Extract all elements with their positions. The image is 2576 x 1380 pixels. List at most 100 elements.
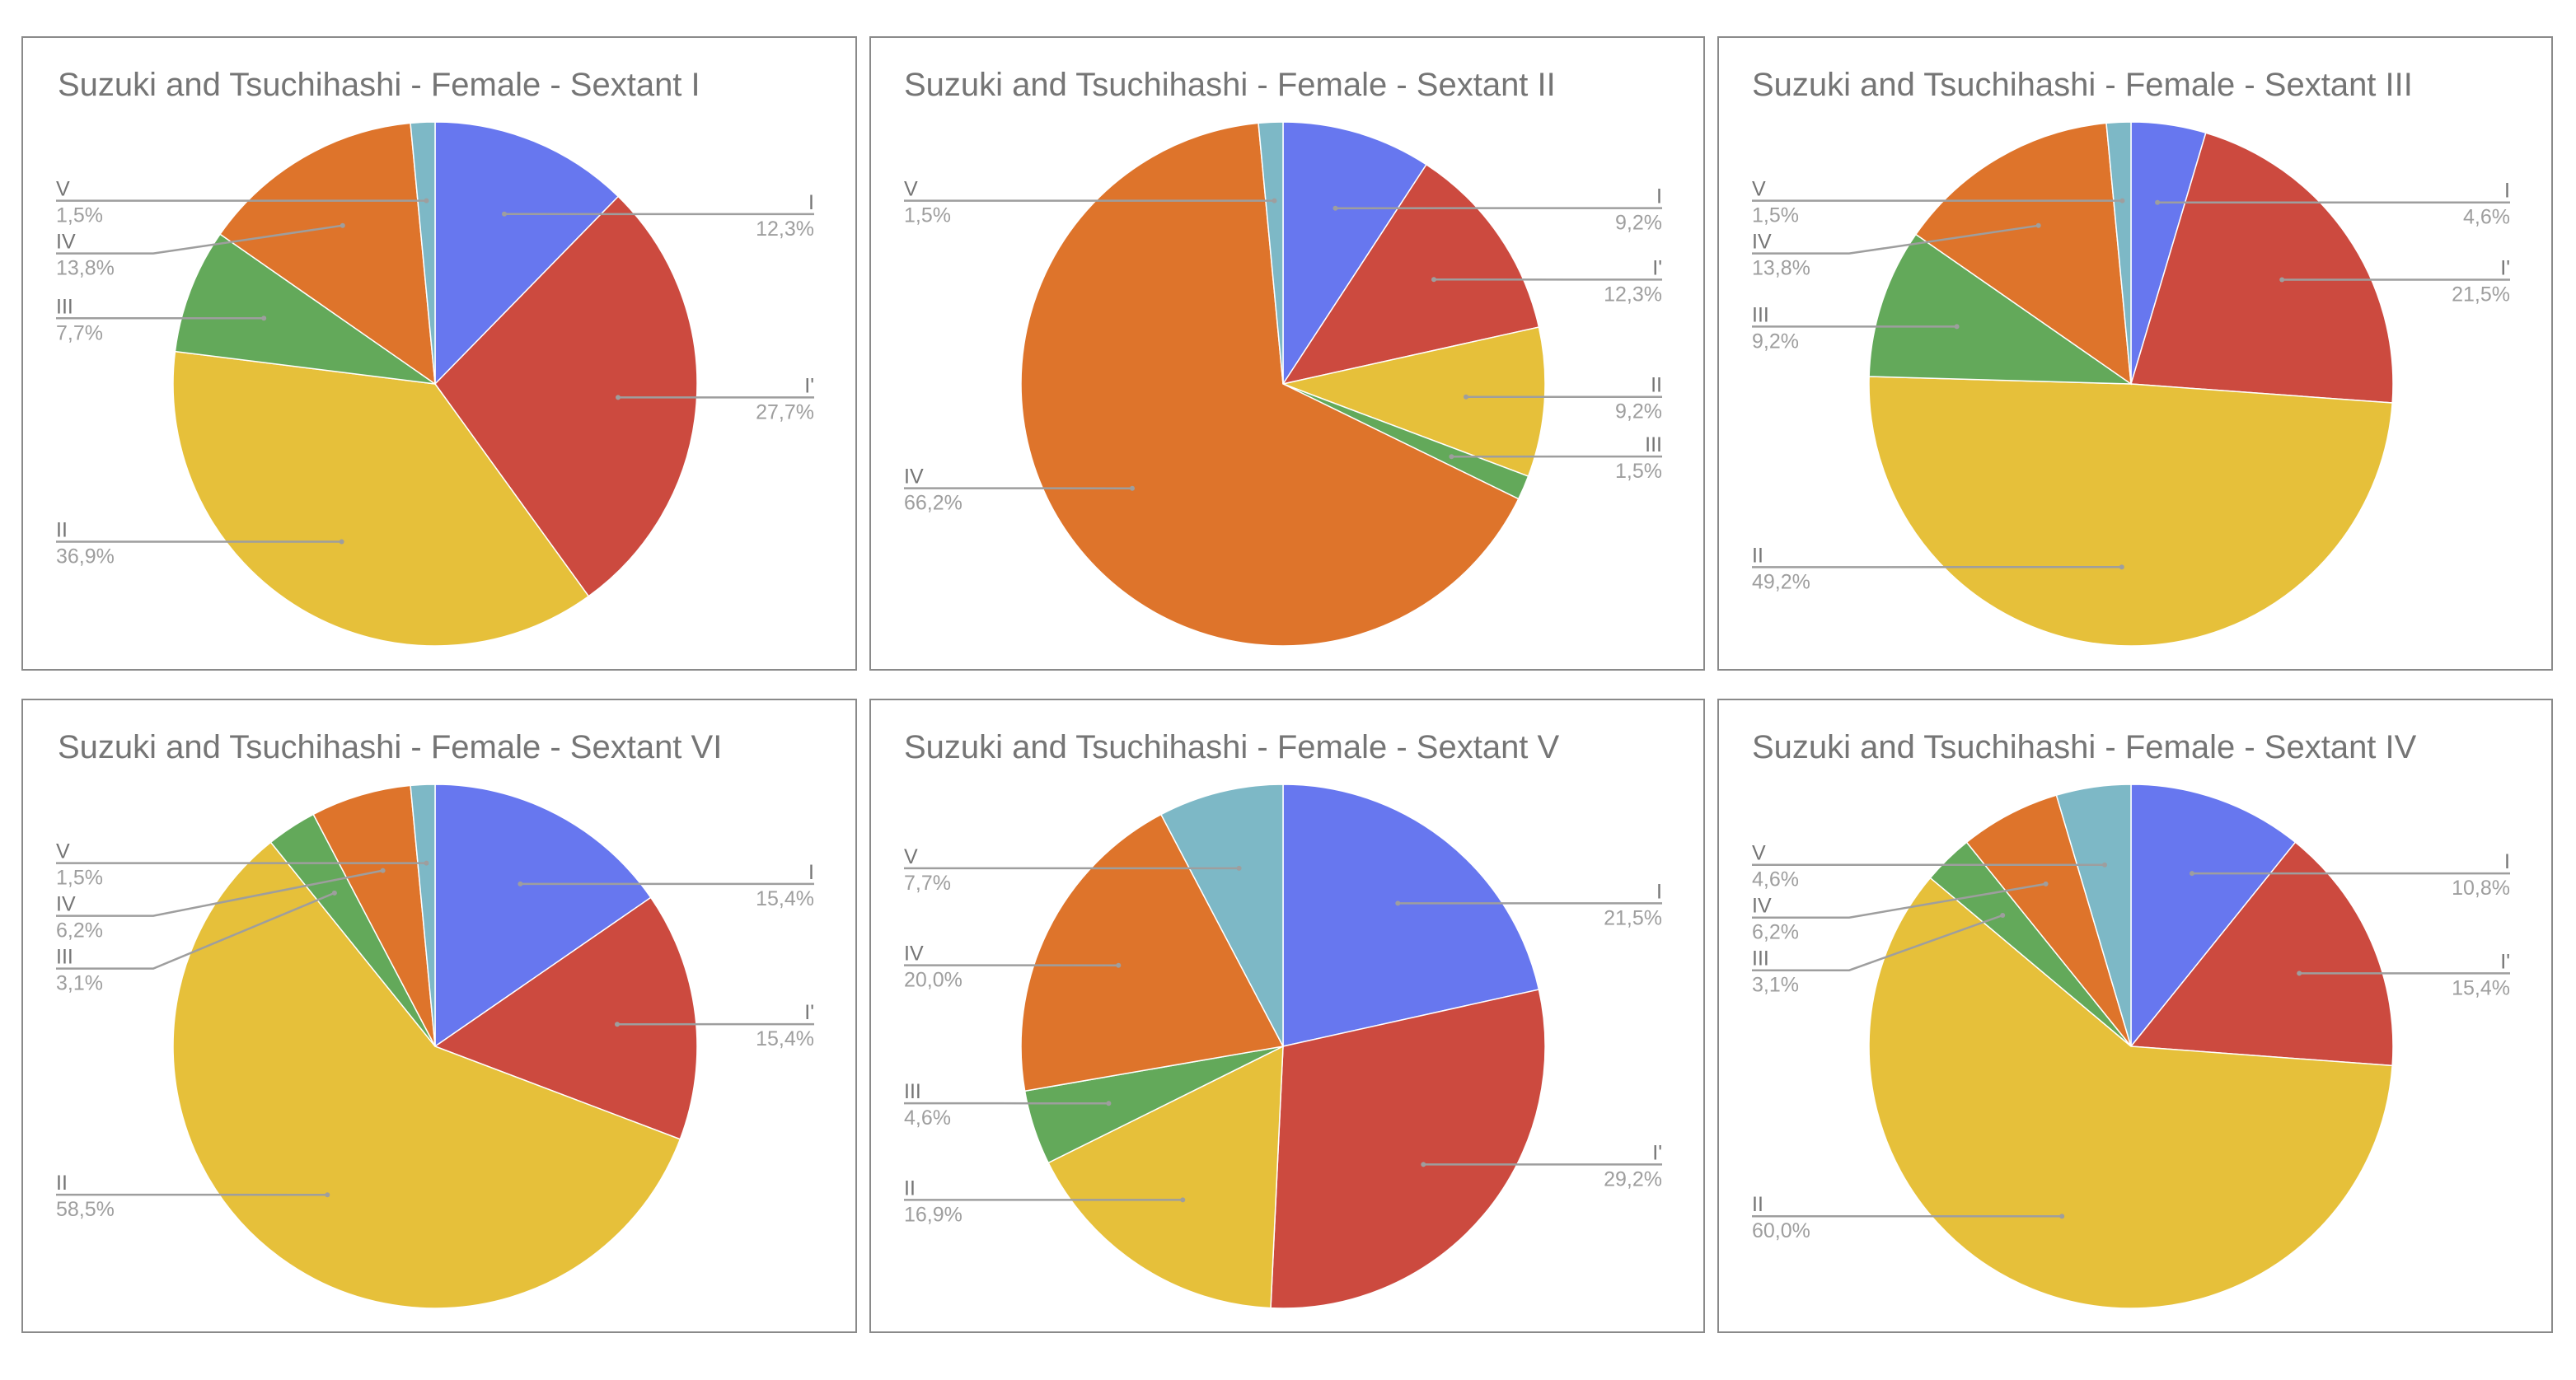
pie-slice-ii[interactable] — [172, 841, 681, 1309]
pie-slice-i-prime[interactable] — [2129, 841, 2394, 1067]
pie-chart-panel: Suzuki and Tsuchihashi - Female - Sextan… — [1717, 699, 2553, 1333]
slice-percent-label: 36,9% — [56, 545, 115, 568]
slice-category-label: II — [1752, 544, 1763, 567]
slice-percent-label: 6,2% — [1752, 921, 1799, 944]
pie-slice-iv[interactable] — [1914, 122, 2132, 386]
slice-percent-label: 15,4% — [756, 1027, 814, 1050]
slice-category-label: I' — [1652, 1141, 1662, 1164]
slice-category-label: I' — [2500, 950, 2510, 973]
leader-dot — [2043, 881, 2049, 886]
pie-slice-v[interactable] — [410, 784, 436, 1047]
pie-slice-v[interactable] — [1159, 784, 1284, 1047]
slice-category-label: I — [808, 861, 814, 884]
pie-slice-ii[interactable] — [1281, 326, 1546, 478]
pie-slice-iv[interactable] — [1020, 122, 1520, 647]
slice-percent-label: 1,5% — [1615, 460, 1662, 483]
leader-dot — [1130, 485, 1135, 491]
leader-dot — [2059, 1214, 2065, 1219]
pie-slice-i[interactable] — [1282, 784, 1540, 1047]
slice-category-label: I — [1656, 880, 1662, 903]
leader-line — [1752, 224, 2039, 255]
pie-slice-ii[interactable] — [1868, 877, 2393, 1309]
slice-category-label: III — [56, 295, 73, 318]
slice-category-label: V — [1752, 178, 1766, 201]
slice-category-label: II — [56, 519, 68, 542]
chart-title: Suzuki and Tsuchihashi - Female - Sextan… — [58, 67, 700, 103]
slice-percent-label: 3,1% — [1752, 974, 1799, 997]
pie-slice-iii[interactable] — [174, 233, 436, 385]
leader-dot — [2000, 913, 2006, 918]
slice-category-label: V — [56, 840, 70, 863]
leader-dot — [2035, 222, 2041, 228]
slice-percent-label: 15,4% — [2452, 976, 2510, 999]
pie-chart: Suzuki and Tsuchihashi - Female - Sextan… — [1752, 67, 2510, 647]
pie-slice-ii[interactable] — [1047, 1045, 1284, 1309]
pie-slice-ii[interactable] — [1868, 376, 2393, 647]
leader-dot — [1449, 454, 1454, 460]
leader-dot — [2297, 971, 2302, 976]
chart-title: Suzuki and Tsuchihashi - Female - Sextan… — [1752, 67, 2413, 103]
slice-percent-label: 7,7% — [904, 872, 951, 895]
slice-percent-label: 4,6% — [904, 1106, 951, 1130]
pie-slice-iv[interactable] — [312, 784, 436, 1047]
leader-dot — [1421, 1162, 1426, 1167]
slice-percent-label: 4,6% — [1752, 868, 1799, 891]
pie-chart-panel: Suzuki and Tsuchihashi - Female - Sextan… — [1717, 36, 2553, 671]
slice-percent-label: 1,5% — [1752, 204, 1799, 227]
slice-percent-label: 1,5% — [56, 204, 103, 227]
slice-percent-label: 15,4% — [756, 887, 814, 910]
slice-percent-label: 9,2% — [1615, 400, 1662, 423]
leader-line — [56, 869, 383, 917]
slice-percent-label: 12,3% — [756, 218, 814, 241]
pie-slice-iv[interactable] — [219, 122, 436, 386]
slice-category-label: I' — [804, 1001, 814, 1024]
leader-line — [1752, 882, 2046, 919]
pie-slice-v[interactable] — [2105, 121, 2132, 385]
leader-dot — [2119, 564, 2124, 570]
leader-dot — [502, 211, 507, 217]
leader-dot — [340, 222, 345, 228]
slice-category-label: IV — [1752, 231, 1772, 254]
leader-dot — [325, 1192, 330, 1198]
pie-slice-ii[interactable] — [172, 350, 590, 647]
slice-category-label: I' — [2500, 257, 2510, 280]
pie-slice-i-prime[interactable] — [433, 896, 698, 1140]
pie-slice-v[interactable] — [1258, 121, 1284, 385]
slice-category-label: II — [1651, 374, 1662, 397]
pie-slice-i-prime[interactable] — [2130, 132, 2394, 404]
leader-dot — [518, 881, 523, 886]
leader-dot — [2155, 199, 2161, 205]
pie-chart: Suzuki and Tsuchihashi - Female - Sextan… — [1752, 729, 2510, 1309]
slice-category-label: I — [1656, 185, 1662, 208]
pie-slice-i[interactable] — [2130, 784, 2297, 1049]
leader-dot — [1106, 1101, 1112, 1106]
slice-percent-label: 13,8% — [1752, 257, 1810, 280]
slice-category-label: I' — [1652, 256, 1662, 279]
slice-percent-label: 1,5% — [904, 204, 951, 227]
slice-percent-label: 6,2% — [56, 919, 103, 943]
slice-category-label: II — [56, 1172, 68, 1195]
pie-slice-v[interactable] — [2055, 784, 2132, 1047]
leader-dot — [424, 860, 429, 866]
pie-slice-iii[interactable] — [1868, 233, 2133, 385]
pie-slice-i[interactable] — [434, 784, 652, 1048]
leader-dot — [261, 316, 267, 321]
leader-dot — [615, 1022, 620, 1027]
pie-slice-i-prime[interactable] — [434, 195, 698, 597]
pie-slice-i-prime[interactable] — [1270, 989, 1546, 1309]
slice-percent-label: 13,8% — [56, 257, 115, 280]
slice-percent-label: 21,5% — [1604, 906, 1662, 929]
pie-chart-panel: Suzuki and Tsuchihashi - Female - Sextan… — [869, 36, 1705, 671]
slice-category-label: IV — [904, 943, 924, 966]
pie-slice-iv[interactable] — [1020, 813, 1285, 1092]
slice-category-label: IV — [1752, 895, 1772, 918]
slice-percent-label: 49,2% — [1752, 570, 1810, 593]
slice-percent-label: 1,5% — [56, 867, 103, 890]
pie-slice-i[interactable] — [1282, 121, 1427, 386]
pie-slice-i[interactable] — [434, 121, 620, 386]
leader-dot — [2279, 277, 2285, 283]
pie-slice-v[interactable] — [410, 121, 436, 385]
slice-percent-label: 7,7% — [56, 321, 103, 344]
pie-slice-i-prime[interactable] — [1281, 163, 1540, 386]
pie-slice-iv[interactable] — [1965, 794, 2132, 1047]
